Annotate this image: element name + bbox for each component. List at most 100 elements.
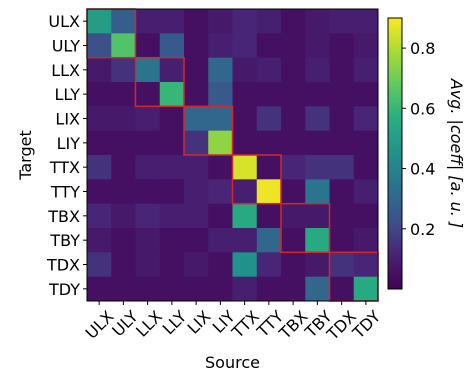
y-tick-label: TDY [48,280,80,299]
heatmap-cell [208,82,233,107]
heatmap-cell [111,82,136,107]
heatmap-cell [184,252,209,278]
heatmap-cell [87,9,112,34]
highlight-box [134,56,185,108]
heatmap-cell [111,130,136,156]
heatmap-cell [87,130,112,156]
heatmap-cell [87,203,112,229]
heatmap-cell [353,179,379,205]
heatmap-cell [256,9,282,34]
heatmap-cell [135,130,161,156]
heatmap-cell [256,57,282,83]
heatmap-cell [232,155,258,180]
heatmap-cell [208,252,233,278]
heatmap-cell [111,106,136,132]
colorbar-tick-label: 0.6 [410,99,435,118]
heatmap-cell [135,106,161,132]
heatmap-cell [353,82,379,107]
heatmap-cell [305,33,330,59]
heatmap-cell [281,203,306,229]
heatmap-cell [159,9,185,34]
heatmap-cell [281,9,306,34]
heatmap-cell [135,82,161,107]
y-axis-title: Target [16,130,35,181]
colorbar-ticks: 0.2 0.4 0.6 0.8 [402,39,435,239]
heatmap-cell [281,252,306,278]
heatmap-cell [87,228,112,253]
heatmap-cell [232,9,258,34]
heatmap-cell [184,106,209,132]
heatmap-cell [281,179,306,205]
heatmap-cell [159,252,185,278]
y-tick-label: LIY [57,134,81,153]
heatmap-cell [135,228,161,253]
heatmap-cell [281,33,306,59]
y-tick-label: TTY [50,183,80,202]
heatmap-cell [232,33,258,59]
x-tick-label: TDY [348,307,384,343]
heatmap-cell [305,57,330,83]
y-tick-label: LIX [55,110,80,129]
heatmap-cell [256,33,282,59]
heatmap-cell [232,106,258,132]
heatmap-cell [184,33,209,59]
heatmap-cell [184,82,209,107]
heatmap-cell [329,179,355,205]
heatmap-cell [111,276,136,302]
y-tick-label: TBX [47,207,80,226]
heatmap-cell [208,9,233,34]
heatmap-cell [305,203,330,229]
heatmap-cell [159,276,185,302]
heatmap-cell [135,276,161,302]
heatmap-cell [305,82,330,107]
heatmap-cell [353,106,379,132]
heatmap-cell [184,203,209,229]
heatmap-cell [305,106,330,132]
heatmap-cell [329,33,355,59]
heatmap-cell [87,155,112,180]
heatmap-cell [256,179,282,205]
heatmap-cell [87,276,112,302]
heatmap-cell [353,252,379,278]
heatmap-cell [135,155,161,180]
heatmap-cell [329,228,355,253]
heatmap-cell [184,228,209,253]
heatmap-cells [87,9,379,302]
heatmap-cell [281,228,306,253]
heatmap-cell [159,57,185,83]
heatmap-cell [208,130,233,156]
highlight-box [183,105,234,156]
heatmap-cell [256,276,282,302]
heatmap-cell [353,203,379,229]
colorbar [387,17,403,290]
heatmap-cell [281,276,306,302]
heatmap-cell [111,228,136,253]
heatmap-cell [329,106,355,132]
heatmap-cell [208,106,233,132]
heatmap-cell [208,203,233,229]
colorbar-tick-label: 0.2 [410,220,435,239]
heatmap-cell [208,179,233,205]
heatmap-cell [184,155,209,180]
heatmap-cell [329,276,355,302]
heatmap-cell [87,57,112,83]
heatmap-cell [329,252,355,278]
heatmap-cell [256,252,282,278]
heatmap-cell [87,82,112,107]
heatmap-cell [184,276,209,302]
heatmap-cell [208,57,233,83]
heatmap-cell [111,179,136,205]
heatmap-cell [184,179,209,205]
heatmap-cell [281,130,306,156]
heatmap-cell [281,57,306,83]
y-tick-label: TBY [49,231,80,250]
heatmap-cell [208,33,233,59]
heatmap-cell [353,228,379,253]
heatmap-cell [329,9,355,34]
heatmap-cell [135,33,161,59]
heatmap-cell [159,203,185,229]
heatmap-cell [353,9,379,34]
heatmap-cell [305,155,330,180]
